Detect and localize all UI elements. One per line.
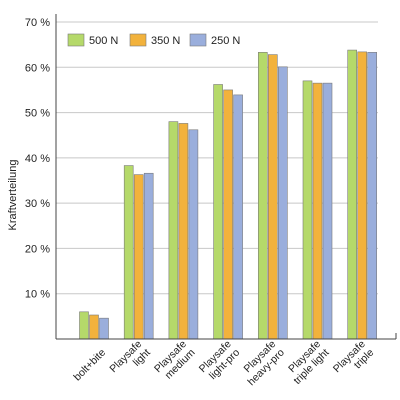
bar: [312, 82, 323, 340]
bar: [347, 49, 358, 340]
legend-swatch: [67, 33, 85, 47]
bar: [79, 311, 89, 340]
bar: [277, 66, 288, 340]
axes: [55, 14, 397, 340]
bar: [213, 84, 223, 340]
bar: [223, 89, 233, 340]
legend: 500 N 350 N 250 N: [67, 33, 240, 47]
bar: [178, 123, 189, 340]
category-label-line: bolt+bite: [71, 347, 108, 384]
bar: [143, 172, 154, 340]
legend-label: 250 N: [211, 35, 240, 47]
bar: [133, 174, 144, 340]
bar: [123, 165, 134, 340]
y-tick-label: 30 %: [25, 198, 50, 210]
bars: [79, 49, 378, 340]
y-tick-label: 50 %: [25, 108, 50, 120]
y-axis-label: Kraftverteilung: [7, 160, 19, 231]
bar: [257, 52, 268, 340]
bar: [367, 52, 378, 340]
bar: [233, 94, 243, 340]
bar: [99, 317, 109, 340]
legend-label: 500 N: [89, 35, 118, 47]
y-tick-label: 20 %: [25, 243, 50, 255]
bar: [267, 54, 278, 340]
bar: [188, 129, 199, 340]
legend-swatch: [189, 33, 207, 47]
legend-swatch: [129, 33, 147, 47]
bar: [302, 80, 313, 340]
y-tick-labels: 10 % 20 % 30 % 40 % 50 % 60 % 70 %: [25, 17, 50, 301]
bar: [322, 82, 333, 340]
y-tick-label: 40 %: [25, 153, 50, 165]
y-tick-label: 70 %: [25, 17, 50, 29]
category-label: bolt+bite: [71, 347, 108, 384]
y-tick-label: 60 %: [25, 62, 50, 74]
y-tick-label: 10 %: [25, 289, 50, 301]
bar: [168, 121, 179, 340]
bar: [357, 51, 368, 340]
legend-label: 350 N: [151, 35, 180, 47]
bar: [89, 314, 99, 340]
